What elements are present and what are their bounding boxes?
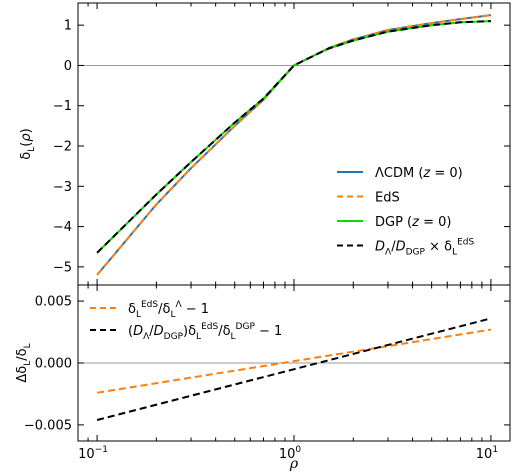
x-tick-label: 10−1 [78, 445, 108, 462]
y-axis-label: δL(ρ) [19, 128, 37, 159]
legend-label: (DΛ/DDGP)δLEdS/δLDGP − 1 [128, 322, 282, 342]
legend-label: DGP (z = 0) [375, 215, 451, 230]
x-axis-label: ρ [289, 456, 299, 472]
x-tick-label: 100 [279, 445, 302, 462]
panel-1: −5 −4 −3 −2 −1 0 1 δL(ρ) ΛCDM (z = 0) EdS DGP (z =… [19, 2, 511, 286]
y-axis-label: ΔδL/δL [15, 343, 33, 382]
y-tick-label: 0 [64, 59, 72, 74]
y-tick-label: −5 [53, 260, 72, 275]
y-tick-label: −4 [53, 220, 72, 235]
legend-label: DΛ/DDGP × δLEdS [375, 238, 474, 258]
y-tick-label: −0.005 [24, 418, 72, 433]
y-tick-label: 0.005 [35, 295, 72, 310]
y-tick-label: −3 [53, 180, 72, 195]
legend-label: EdS [375, 191, 400, 206]
panel-2: −0.005 0.000 0.005 10−1 100 101 ΔδL/δL ρ δLEdS/δ… [15, 284, 511, 472]
x-tick-label: 101 [476, 445, 498, 462]
y-tick-label: −1 [53, 99, 72, 114]
series-line-2 [96, 317, 492, 421]
legend: ΛCDM (z = 0) EdS DGP (z = 0) DΛ/DDGP × δLEd… [337, 166, 474, 258]
y-tick-label: 1 [64, 19, 72, 34]
series-line-1 [96, 328, 492, 394]
y-tick-label: 0.000 [35, 357, 72, 372]
legend: δLEdS/δLΛ − 1(DΛ/DDGP)δLEdS/δLDGP − 1 [90, 300, 282, 342]
y-tick-label: −2 [53, 140, 72, 155]
legend-label: ΛCDM (z = 0) [375, 166, 463, 181]
series-line-1 [96, 14, 492, 276]
series-line-4 [96, 20, 491, 254]
legend-label: δLEdS/δLΛ − 1 [128, 300, 209, 320]
series-line-2 [96, 14, 492, 276]
